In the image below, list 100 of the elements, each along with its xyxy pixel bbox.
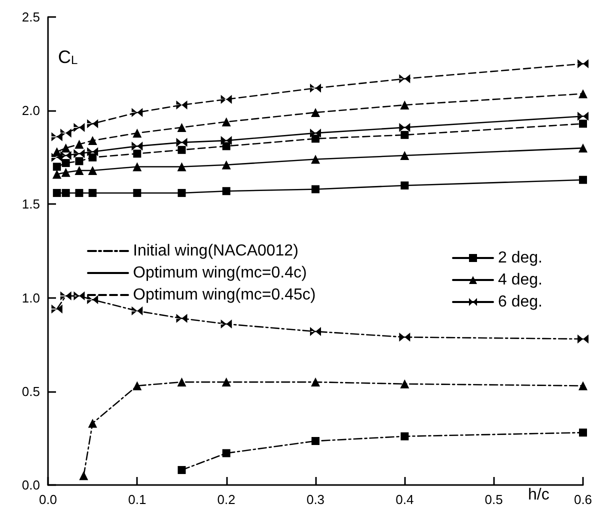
point [51,304,62,314]
point [61,144,70,153]
point [133,188,142,197]
y-tick-label: 2.0 [22,103,40,118]
point [74,149,85,158]
x-tick-label: 0.1 [128,492,146,506]
point [74,122,85,132]
point [178,188,186,197]
x-tick-label: 0.5 [484,492,503,506]
point [74,166,84,176]
point [400,379,410,388]
point [176,100,188,110]
y-tick-label: 2.5 [22,10,40,24]
point [177,162,186,172]
point [74,291,85,300]
legend-label: Optimum wing(mc=0.4c) [133,264,307,282]
point [579,428,587,437]
x-tick-label: 0.3 [306,492,325,506]
legend-label: Initial wing(NACA0012) [133,242,298,260]
point [310,128,321,138]
legend-label: 4 deg. [498,272,542,288]
point [88,136,98,146]
point [60,151,72,160]
point [400,130,409,139]
point [87,119,98,128]
point [88,153,97,162]
point [87,295,98,304]
point [133,150,142,158]
y-tick-label: 1.5 [22,196,40,212]
point [79,471,88,480]
point [176,138,188,147]
x-axis-title: h/c [528,486,550,504]
point [400,100,410,110]
point [61,168,70,177]
y-tick-label: 0.0 [22,478,40,492]
point [222,117,231,126]
point [74,140,84,149]
x-tick-label: 0.0 [38,492,58,506]
point [310,84,321,93]
point [311,108,320,117]
point [399,332,410,342]
point [176,314,188,323]
x-tick-label: 0.4 [396,492,414,506]
legend-label: 2 deg. [498,250,542,266]
point [312,134,320,143]
point [132,128,142,138]
point [62,188,70,197]
point [178,146,186,154]
point [220,136,232,146]
point [88,188,97,197]
point [52,170,62,179]
point [220,320,232,329]
point [311,154,320,164]
point [578,381,588,390]
point [178,466,186,474]
point [132,142,143,151]
point [222,160,231,170]
point [177,122,186,132]
point [132,381,142,390]
x-tick-label: 0.2 [217,492,236,506]
legend-label: Optimum wing(mc=0.45c) [133,286,316,304]
point [400,151,410,160]
point [578,59,588,68]
y-tick-label: 0.5 [22,384,40,399]
point [222,142,230,150]
point [399,122,410,132]
point [60,128,72,138]
point [579,120,587,128]
point [579,176,587,184]
legend-label: 6 deg. [498,294,542,310]
point [132,162,142,172]
y-tick-label: 1.0 [22,290,40,306]
point [311,378,320,387]
point [400,432,409,440]
point [578,112,588,121]
point [312,437,320,446]
point [578,144,588,153]
point [400,181,409,190]
point [177,378,186,387]
point [87,147,98,156]
point [220,94,232,104]
point [222,187,230,196]
point [312,185,320,194]
point [132,108,143,117]
point [75,157,84,166]
point [60,291,72,300]
point [578,89,588,98]
point [578,334,588,344]
point [399,74,410,84]
point [132,306,143,316]
x-tick-label: 0.6 [574,492,592,506]
point [88,166,98,176]
point [222,449,230,458]
point [75,188,84,197]
y-axis-title: CL [58,47,78,67]
point [310,326,321,336]
point [88,418,98,428]
point [52,188,61,197]
point [222,378,231,387]
point [52,162,61,171]
